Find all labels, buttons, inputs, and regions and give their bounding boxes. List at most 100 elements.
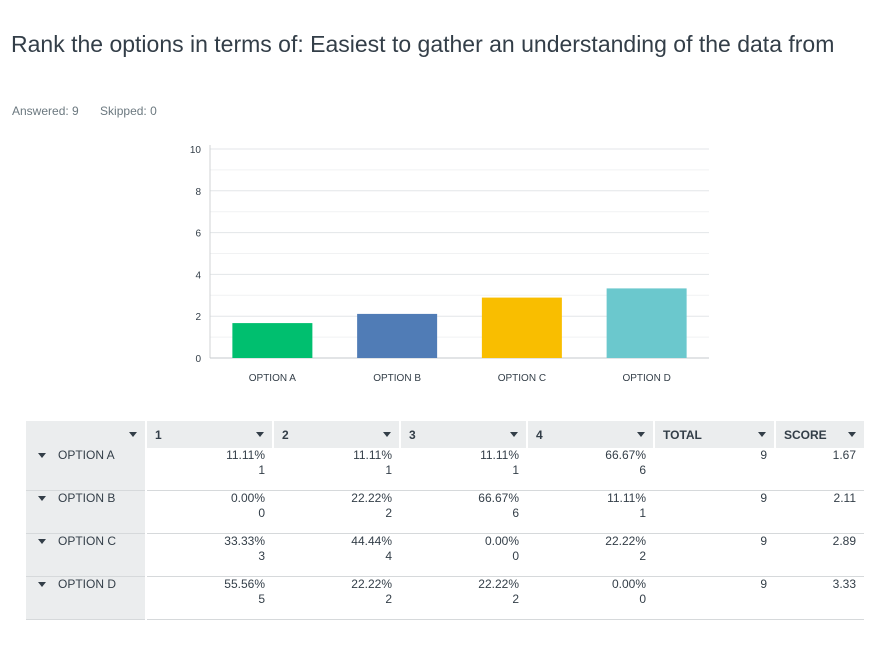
rank-percent: 22.22% <box>478 577 519 591</box>
rank-count: 4 <box>385 549 392 563</box>
answered-count: Answered: 9 <box>12 104 79 118</box>
rank-count: 1 <box>512 463 519 477</box>
chevron-down-icon[interactable] <box>38 496 46 502</box>
response-stats: Answered: 9 Skipped: 0 <box>12 104 175 118</box>
rank-percent: 55.56% <box>224 577 265 591</box>
rank-cell: 22.22% 2 <box>527 533 654 577</box>
y-tick-label: 2 <box>195 312 201 323</box>
rank-cell: 44.44% 4 <box>273 533 400 577</box>
header-score[interactable]: SCORE <box>775 421 864 448</box>
chevron-down-icon[interactable] <box>129 432 137 437</box>
question-title: Rank the options in terms of: Easiest to… <box>11 31 835 57</box>
rank-count: 1 <box>639 506 646 520</box>
x-tick-label: OPTION A <box>249 373 297 384</box>
rank-cell: 22.22% 2 <box>400 576 527 620</box>
rank-cell: 22.22% 2 <box>273 576 400 620</box>
x-tick-label: OPTION C <box>498 373 546 384</box>
rank-percent: 22.22% <box>351 491 392 505</box>
rank-count: 0 <box>258 506 265 520</box>
chevron-down-icon[interactable] <box>38 453 46 459</box>
bar-chart: 0 2 4 6 8 10 OPTION A OPTION B OPTION C OPTION D <box>190 145 709 384</box>
rank-percent: 22.22% <box>605 534 646 548</box>
rank-percent: 0.00% <box>611 577 646 591</box>
rank-percent: 11.11% <box>480 448 519 462</box>
header-label-col[interactable] <box>26 421 147 448</box>
chevron-down-icon[interactable] <box>383 432 391 437</box>
row-label[interactable]: OPTION A <box>26 448 147 491</box>
rank-cell: 11.11% 1 <box>273 448 400 491</box>
rank-cell: 11.11% 1 <box>146 448 273 491</box>
bar <box>357 313 438 358</box>
chevron-down-icon[interactable] <box>38 582 46 588</box>
rank-cell: 55.56% 5 <box>146 576 273 620</box>
bar <box>481 297 562 358</box>
table-row: OPTION C 33.33% 3 44.44% 4 0.00% 0 22.22% 2 9 2.89 <box>26 533 864 577</box>
table-row: OPTION B 0.00% 0 22.22% 2 66.67% 6 11.11% 1 9 2.11 <box>26 490 864 534</box>
x-tick-label: OPTION B <box>373 373 421 384</box>
rank-percent: 22.22% <box>351 577 392 591</box>
results-table: 1 2 3 4 TOTAL SCORE OPTION A 11.11% 1 11.11… <box>26 421 864 620</box>
y-tick-label: 8 <box>195 187 201 198</box>
rank-count: 2 <box>639 549 646 563</box>
row-label[interactable]: OPTION C <box>26 533 147 577</box>
rank-cell: 33.33% 3 <box>146 533 273 577</box>
bar <box>232 323 313 358</box>
rank-percent: 0.00% <box>230 491 265 505</box>
rank-count: 3 <box>258 549 265 563</box>
row-label[interactable]: OPTION D <box>26 576 147 620</box>
row-total: 9 <box>654 490 775 534</box>
row-score: 2.89 <box>775 533 864 577</box>
rank-cell: 11.11% 1 <box>400 448 527 491</box>
rank-count: 0 <box>512 549 519 563</box>
rank-count: 5 <box>258 592 265 606</box>
rank-count: 0 <box>639 592 646 606</box>
y-tick-label: 6 <box>195 229 201 240</box>
rank-percent: 11.11% <box>353 448 392 462</box>
header-rank-3[interactable]: 3 <box>400 421 528 448</box>
rank-count: 6 <box>639 463 646 477</box>
rank-percent: 66.67% <box>478 491 519 505</box>
row-total: 9 <box>654 576 775 620</box>
row-total: 9 <box>654 448 775 491</box>
header-rank-2[interactable]: 2 <box>273 421 401 448</box>
chevron-down-icon[interactable] <box>256 432 264 437</box>
row-total: 9 <box>654 533 775 577</box>
y-tick-label: 0 <box>195 354 201 365</box>
bar <box>606 288 687 358</box>
chevron-down-icon[interactable] <box>758 432 766 437</box>
rank-cell: 11.11% 1 <box>527 490 654 534</box>
chevron-down-icon[interactable] <box>38 539 46 545</box>
rank-cell: 66.67% 6 <box>400 490 527 534</box>
chevron-down-icon[interactable] <box>637 432 645 437</box>
rank-percent: 33.33% <box>224 534 265 548</box>
rank-count: 1 <box>385 463 392 477</box>
header-rank-4[interactable]: 4 <box>527 421 655 448</box>
skipped-count: Skipped: 0 <box>100 104 157 118</box>
rank-cell: 0.00% 0 <box>400 533 527 577</box>
table-header-row: 1 2 3 4 TOTAL SCORE <box>26 421 864 448</box>
header-rank-1[interactable]: 1 <box>146 421 274 448</box>
rank-cell: 22.22% 2 <box>273 490 400 534</box>
rank-count: 2 <box>385 506 392 520</box>
rank-count: 2 <box>385 592 392 606</box>
row-score: 3.33 <box>775 576 864 620</box>
rank-percent: 11.11% <box>226 448 265 462</box>
rank-percent: 44.44% <box>351 534 392 548</box>
chevron-down-icon[interactable] <box>848 432 856 437</box>
rank-count: 1 <box>258 463 265 477</box>
rank-count: 2 <box>512 592 519 606</box>
header-total[interactable]: TOTAL <box>654 421 776 448</box>
table-row: OPTION A 11.11% 1 11.11% 1 11.11% 1 66.67% 6 9 1.6… <box>26 448 864 491</box>
chevron-down-icon[interactable] <box>510 432 518 437</box>
y-tick-label: 10 <box>190 145 202 156</box>
rank-cell: 0.00% 0 <box>146 490 273 534</box>
rank-percent: 11.11% <box>607 491 646 505</box>
row-score: 1.67 <box>775 448 864 491</box>
table-row: OPTION D 55.56% 5 22.22% 2 22.22% 2 0.00% 0 9 3.33 <box>26 576 864 620</box>
rank-cell: 0.00% 0 <box>527 576 654 620</box>
x-tick-label: OPTION D <box>622 373 670 384</box>
rank-percent: 66.67% <box>605 448 646 462</box>
rank-percent: 0.00% <box>484 534 519 548</box>
row-label[interactable]: OPTION B <box>26 490 147 534</box>
y-tick-label: 4 <box>195 270 201 281</box>
